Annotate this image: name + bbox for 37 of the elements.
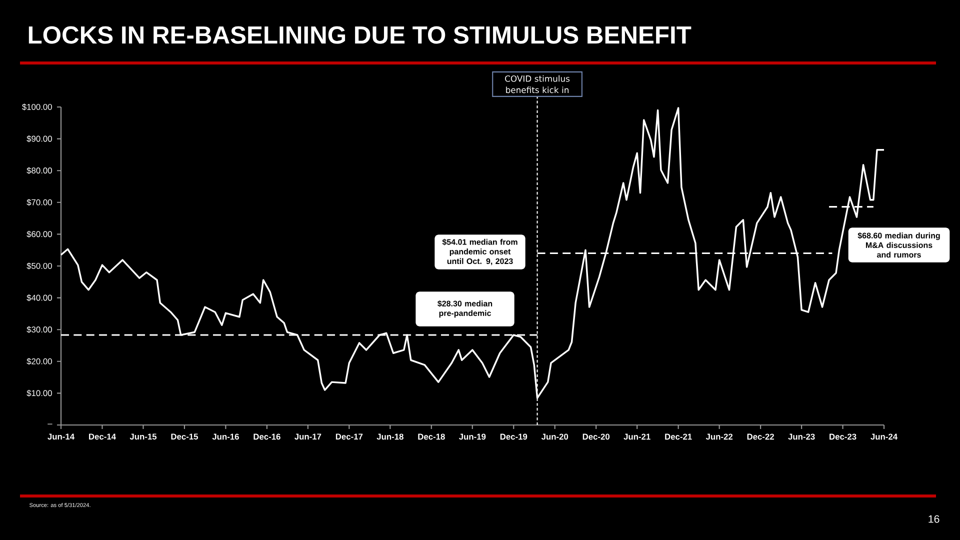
annotation: $54.01 median from pandemic onset until Oct. 9, 2023 [442, 238, 518, 266]
y-tick-label: $60.00 [26, 230, 52, 238]
y-tick-label: $30.00 [26, 326, 52, 333]
x-tick-label: Jun-23 [788, 434, 815, 440]
x-tick-label: Dec-16 [254, 434, 280, 440]
x-tick-label: Dec-18 [418, 434, 445, 440]
text: 16 [928, 515, 940, 523]
ref-line-label: COVID stimulus benefits kick in [505, 75, 570, 94]
x-tick-label: Jun-14 [48, 434, 74, 440]
x-tick-label: Dec-20 [582, 434, 610, 440]
y-tick-label: $50.00 [26, 262, 52, 270]
x-tick-label: Jun-18 [376, 434, 404, 440]
x-tick-label: Jun-22 [706, 434, 733, 440]
x-tick-label: Jun-20 [541, 434, 568, 440]
x-tick-label: Jun-15 [130, 434, 157, 440]
annotation: $68.60 median during M&A discussions and rumors [858, 232, 940, 258]
annotation: $28.30 median pre-pandemic [438, 300, 492, 318]
chart-title: LOCKS IN RE-BASELINING DUE TO STIMULUS BENEFIT [28, 26, 692, 44]
y-tick-label: $10.00 [26, 390, 52, 397]
y-tick-label: $100.00 [22, 104, 52, 110]
y-tick-label: $20.00 [26, 358, 52, 365]
y-tick-label: $80.00 [26, 167, 52, 174]
x-tick-label: Dec-23 [830, 434, 856, 440]
x-tick-label: Dec-14 [89, 434, 116, 440]
x-tick-label: Jun-19 [458, 434, 486, 440]
x-tick-label: Jun-17 [294, 434, 322, 440]
x-tick-label: Jun-24 [870, 434, 898, 440]
x-tick-label: Jun-16 [212, 434, 239, 440]
y-tick-label: $70.00 [26, 198, 52, 206]
x-tick-label: Dec-22 [747, 434, 774, 440]
x-tick-label: Dec-19 [500, 434, 528, 440]
x-tick-label: Dec-21 [665, 434, 692, 440]
x-tick-label: Dec-15 [171, 434, 198, 440]
y-tick-label: $40.00 [26, 294, 52, 302]
x-tick-label: Jun-21 [624, 434, 650, 440]
y-tick-label: $90.00 [26, 135, 52, 142]
x-tick-label: Dec-17 [336, 434, 363, 440]
